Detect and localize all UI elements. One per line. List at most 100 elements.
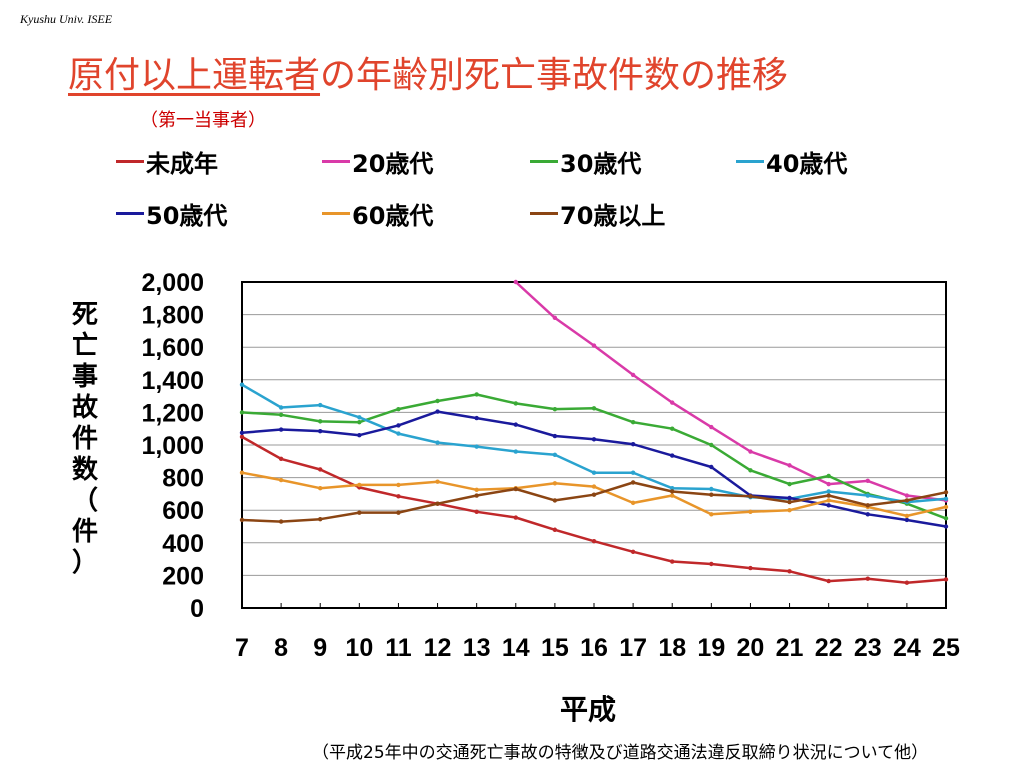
data-point [239,382,245,387]
data-point [670,559,675,564]
y-tick-label: 400 [162,530,204,558]
legend-swatch [116,212,144,215]
data-point [357,482,362,488]
data-point [318,402,323,408]
data-point [396,406,401,412]
data-point [709,512,714,517]
data-point [474,392,479,397]
data-point [278,477,284,483]
data-point [826,503,831,508]
data-point [239,434,245,440]
y-tick-label: 2,000 [141,269,204,297]
data-point [748,494,753,499]
data-point [591,538,597,544]
y-axis-label-char: 数 [71,455,98,485]
data-point [787,463,792,468]
data-point [513,486,518,492]
y-tick-label: 800 [162,465,204,493]
data-point [513,515,518,520]
data-point [748,565,753,571]
data-point [943,577,949,582]
data-point [943,490,949,495]
legend-swatch [322,160,350,163]
data-point [826,481,831,487]
legend-label: 未成年 [146,150,218,178]
y-axis-label-char: 故 [71,393,98,423]
x-tick-label: 15 [541,634,569,662]
x-tick-label: 16 [580,634,608,662]
legend-swatch [530,160,558,163]
data-point [748,468,753,473]
y-axis-label-char: 死 [71,300,98,330]
data-point [865,493,870,498]
y-tick-label: 1,800 [141,302,204,330]
data-point [435,501,440,506]
title-rest-part: の年齢別死亡事故件数の推移 [320,55,789,96]
page-subtitle: （第一当事者） [140,110,266,131]
data-point [904,580,910,585]
data-point [904,498,910,503]
data-point [513,449,518,454]
legend-item-60s: 60歳代 [322,196,433,231]
y-tick-label: 1,000 [141,432,204,460]
data-point [630,500,636,506]
data-point [357,415,362,420]
x-tick-label: 21 [776,634,804,662]
data-point [591,492,597,497]
data-point [826,578,831,584]
y-tick-label: 600 [162,497,204,525]
title-underlined-part: 原付以上運転者 [68,55,321,96]
x-tick-label: 10 [345,634,373,662]
x-tick-label: 7 [235,634,249,662]
data-point [630,470,636,475]
legend-swatch [116,160,144,163]
y-tick-label: 1,200 [141,399,204,427]
legend-item-minor: 未成年 [116,144,218,179]
data-point [865,512,870,517]
data-point [709,442,714,448]
data-point [396,494,401,499]
data-point [435,398,440,404]
data-point [318,485,323,491]
data-point [396,423,401,428]
x-tick-label: 20 [737,634,765,662]
data-point [630,549,636,554]
y-tick-label: 200 [162,562,204,590]
data-point [474,415,479,421]
data-point [239,517,245,523]
data-point [826,498,831,503]
data-point [865,478,870,484]
legend-label: 20歳代 [352,150,434,178]
x-tick-label: 9 [313,634,327,662]
data-point [278,405,284,410]
data-point [239,470,245,475]
data-point [435,409,440,414]
data-point [591,470,597,475]
data-point [591,406,597,411]
x-tick-label: 24 [893,634,921,662]
data-point [670,485,675,491]
data-point [826,473,831,479]
legend-label: 70歳以上 [560,202,666,230]
x-tick-label: 8 [274,634,288,662]
legend-label: 60歳代 [352,202,434,230]
data-point [865,503,870,508]
data-point [670,493,675,498]
data-point [318,467,323,472]
data-point [670,453,675,458]
source-note: （平成25年中の交通死亡事故の特徴及び道路交通法違反取締り状況について他） [312,743,929,763]
data-point [435,440,440,445]
series-line [514,281,947,502]
x-tick-label: 25 [932,634,960,662]
y-axis-label-char: ） [71,548,98,578]
y-tick-label: 0 [190,595,204,623]
x-tick-label: 13 [463,634,491,662]
data-point [865,576,870,581]
y-tick-label: 1,400 [141,367,204,395]
x-tick-label: 17 [619,634,647,662]
data-point [670,489,675,494]
legend-swatch [736,160,764,163]
data-point [239,430,245,435]
x-axis-label: 平成 [560,693,617,726]
page-title: 原付以上運転者の年齢別死亡事故件数の推移 [68,46,788,98]
